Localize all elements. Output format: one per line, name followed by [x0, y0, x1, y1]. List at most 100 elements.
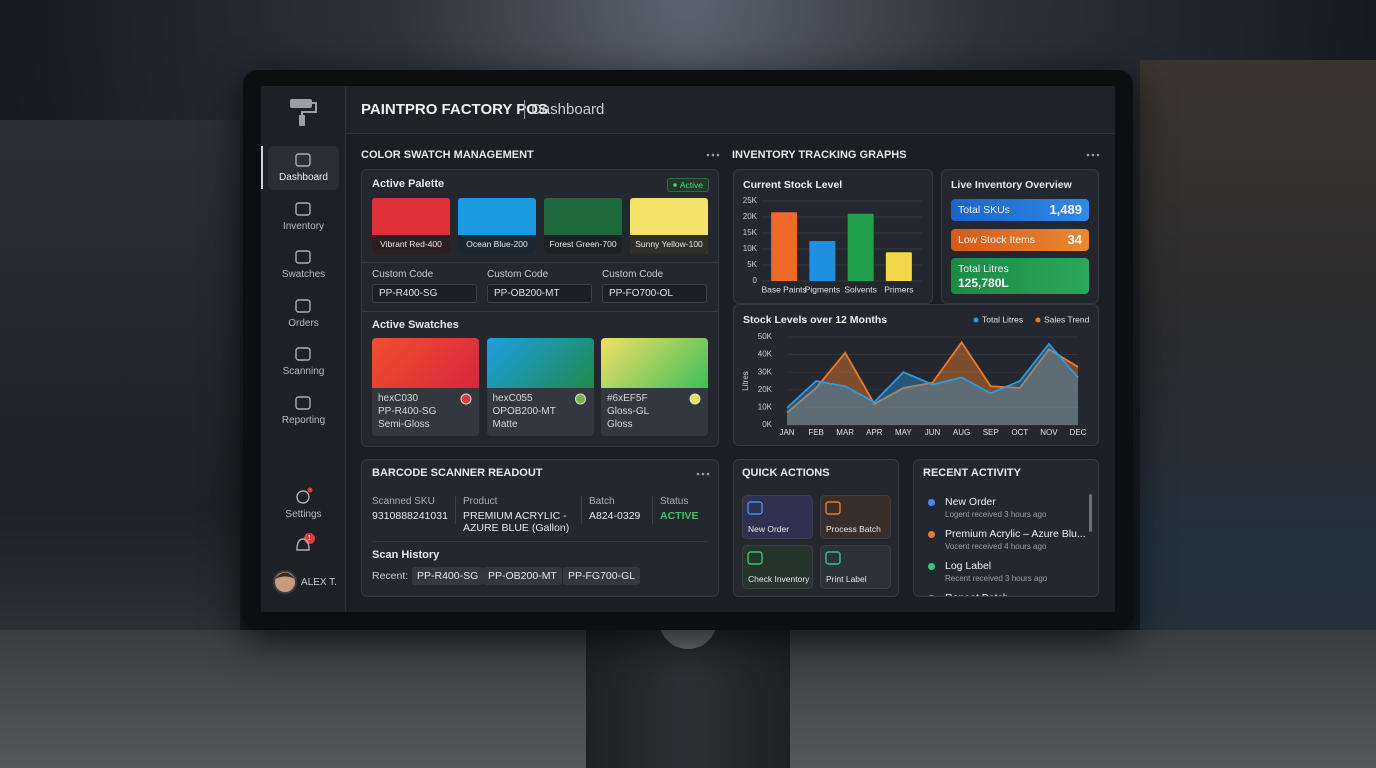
clip: New Order Logent received 3 hours ago Prem… — [914, 487, 1090, 596]
card-title: Active Swatches — [372, 319, 459, 331]
field-label: Batch — [589, 496, 615, 507]
action-label: Print Label — [826, 574, 867, 584]
history-chip[interactable]: PP-R400-SG — [412, 567, 484, 585]
palette-name: Ocean Blue-200 — [458, 235, 536, 254]
kpi-value: 125,780L — [958, 276, 1009, 290]
palette-chip[interactable]: Sunny Yellow-100 — [630, 198, 708, 254]
field-label: Status — [660, 496, 689, 507]
section-title: INVENTORY TRACKING GRAPHS — [732, 149, 907, 161]
card-title: Live Inventory Overview — [951, 179, 1072, 191]
nav-item[interactable]: Reporting — [268, 389, 339, 433]
kpi-row: Total Litres 125,780L — [951, 258, 1089, 294]
nav-label: Reporting — [281, 415, 326, 426]
action-label: Process Batch — [826, 524, 881, 534]
divider — [372, 541, 708, 542]
action-button[interactable]: Check Inventory — [742, 545, 813, 589]
card — [733, 304, 1099, 446]
header-brand: PAINTPRO FACTORY POS — [361, 101, 548, 118]
history-chip[interactable]: PP-OB200-MT — [483, 567, 562, 585]
swatch-card[interactable]: hexC055 OPOB200-MT Matte — [486, 338, 594, 436]
user-name[interactable]: ALEX T. — [301, 577, 337, 588]
field-value: 9310888241031 — [372, 510, 448, 522]
activity-title[interactable]: Repeat Batch — [945, 592, 1009, 596]
swatch-line: #6xEF5F — [607, 393, 648, 404]
card-title: Active Palette — [372, 178, 445, 190]
palette-name: Sunny Yellow-100 — [630, 235, 708, 254]
nav-label: Swatches — [281, 269, 326, 280]
palette-chip[interactable]: Vibrant Red-400 — [372, 198, 450, 254]
nav-item[interactable]: Dashboard — [268, 146, 339, 190]
swatch-line: Gloss — [607, 419, 633, 430]
swatch-gradient — [486, 338, 594, 388]
divider — [362, 311, 718, 312]
kpi-row: Total SKUs 1,489 — [951, 199, 1089, 221]
notification-badge[interactable]: 1 — [304, 533, 315, 544]
activity-meta: Recent received 3 hours ago — [945, 574, 1048, 583]
swatch-line: Matte — [492, 419, 518, 430]
activity-meta: Vocent received 4 hours ago — [945, 542, 1047, 551]
activity-title[interactable]: Premium Acrylic – Azure Blu... — [945, 528, 1086, 540]
field-value: ACTIVE — [660, 510, 699, 522]
logo — [288, 97, 318, 127]
palette-chip[interactable]: Forest Green-700 — [544, 198, 622, 254]
divider — [455, 496, 456, 524]
kpi-row: Low Stock Items 34 — [951, 229, 1089, 251]
code-label: Custom Code — [487, 269, 549, 280]
nav-item[interactable]: Settings — [268, 483, 339, 523]
nav-label: Scanning — [282, 366, 325, 377]
action-label: Check Inventory — [748, 574, 810, 584]
nav-label: Dashboard — [279, 172, 328, 183]
nav-item[interactable]: Orders — [268, 292, 339, 336]
swatch-line: OPOB200-MT — [492, 406, 556, 417]
history-chip[interactable]: PP-FG700-GL — [563, 567, 641, 585]
header-sep — [524, 100, 525, 119]
recent-label: Recent: — [372, 570, 409, 582]
palette-chip[interactable]: Ocean Blue-200 — [458, 198, 536, 254]
scrollbar — [1089, 494, 1092, 532]
nav-item[interactable]: Scanning — [268, 340, 339, 384]
swatch-line: Semi-Gloss — [378, 419, 430, 430]
roller — [290, 99, 312, 108]
divider — [581, 496, 582, 524]
swatch-card[interactable]: hexC030 PP-R400-SG Semi-Gloss — [372, 338, 479, 436]
kpi-label: Total SKUs — [958, 204, 1010, 216]
palette-name: Vibrant Red-400 — [372, 235, 450, 254]
code-input[interactable]: PP-FO700-OL — [602, 284, 707, 303]
code-input[interactable]: PP-R400-SG — [372, 284, 477, 303]
field-label: Product — [463, 496, 498, 507]
header-page: Dashboard — [531, 101, 605, 118]
section-title: COLOR SWATCH MANAGEMENT — [361, 149, 534, 161]
divider — [362, 262, 718, 263]
swatch-gradient — [601, 338, 708, 388]
activity-dot — [928, 563, 935, 570]
roller-arm — [301, 102, 317, 115]
action-label: New Order — [748, 524, 790, 534]
swatch-line: hexC055 — [492, 393, 533, 404]
divider — [652, 496, 653, 524]
nav-label: Orders — [288, 318, 319, 329]
kpi-label: Total Litres — [958, 263, 1009, 275]
activity-title[interactable]: New Order — [945, 496, 996, 508]
kpi-value: 1,489 — [1049, 202, 1082, 217]
field-value: A824-0329 — [589, 510, 641, 522]
nav-item[interactable]: Inventory — [268, 195, 339, 239]
nav-label: Settings — [285, 509, 322, 520]
activity-title[interactable]: Log Label — [945, 560, 992, 572]
section-title: BARCODE SCANNER READOUT — [372, 467, 543, 479]
nav-item[interactable]: Swatches — [268, 243, 339, 287]
card — [733, 169, 933, 304]
code-label: Custom Code — [602, 269, 664, 280]
swatch-line: hexC030 — [378, 393, 419, 404]
field-label: Scanned SKU — [372, 496, 435, 507]
code-input[interactable]: PP-OB200-MT — [487, 284, 592, 303]
action-button[interactable]: Process Batch — [820, 495, 891, 539]
logo-icon — [290, 99, 317, 126]
action-button[interactable]: Print Label — [820, 545, 891, 589]
swatch-gradient — [372, 338, 479, 388]
activity-dot — [928, 595, 935, 596]
status-badge: Active — [667, 178, 709, 192]
swatch-card[interactable]: #6xEF5F Gloss-GL Gloss — [601, 338, 708, 436]
action-button[interactable]: New Order — [742, 495, 813, 539]
